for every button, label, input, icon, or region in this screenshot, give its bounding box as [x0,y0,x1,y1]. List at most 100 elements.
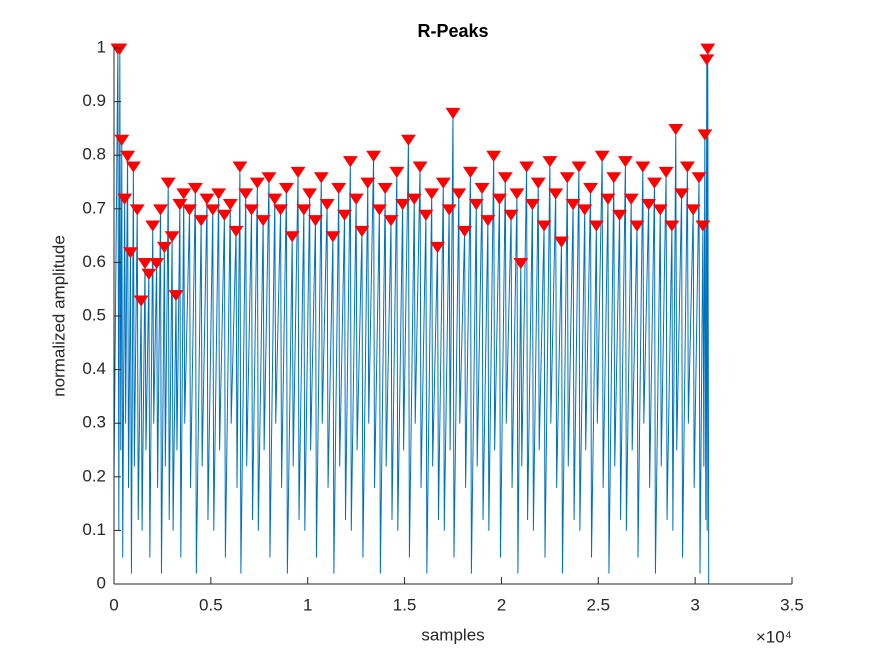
peak-marker [114,134,130,146]
peak-marker [524,199,540,211]
peak-marker [149,258,165,270]
peak-marker [606,172,622,184]
peak-marker [337,209,352,221]
peak-marker [395,199,411,211]
peak-marker [412,161,428,173]
peak-marker [199,193,215,205]
peak-marker [554,236,569,248]
peak-marker [577,204,593,216]
peak-markers [110,43,716,307]
peak-marker [695,220,711,232]
peak-marker [559,172,575,184]
peak-marker [571,161,587,173]
peak-marker [133,295,149,307]
peak-marker [685,204,701,216]
peak-marker [354,225,370,237]
peak-marker [480,215,496,227]
peak-marker [125,161,141,173]
peak-marker [519,161,535,173]
peak-marker [112,43,128,55]
peak-marker [668,124,684,136]
peak-marker [160,177,176,189]
peak-marker [205,204,221,216]
x-axis-label: samples [421,625,484,644]
peak-marker [629,220,645,232]
peak-marker [284,231,300,243]
x-tick-label: 1 [303,595,312,614]
peak-marker [565,199,581,211]
peak-marker [141,268,157,280]
peak-marker [228,225,244,237]
peak-marker [430,241,445,254]
peak-marker [193,215,209,227]
peak-marker [302,188,318,200]
signal-line [113,47,710,585]
peak-marker [486,150,502,162]
peak-marker [366,150,382,162]
peak-marker [424,188,440,200]
y-tick-label: 0.6 [82,252,106,271]
peak-marker [700,43,716,55]
peak-marker [182,204,197,216]
peak-marker [612,209,628,221]
y-tick-label: 0.9 [82,91,106,110]
y-tick-label: 1 [97,37,106,56]
peak-marker [623,193,639,205]
peak-marker [594,150,610,162]
peak-marker [164,231,180,243]
y-tick-label: 0.3 [82,413,106,432]
peak-marker [509,188,525,200]
peak-marker [418,209,434,221]
x-tick-label: 3.5 [780,595,804,614]
y-tick-label: 0.5 [82,305,106,324]
peak-marker [445,107,461,120]
peak-marker [255,215,271,227]
x-tick-label: 3 [690,595,699,614]
peak-marker [451,188,467,200]
peak-marker [267,193,283,205]
peak-marker [342,156,358,168]
peak-marker [308,215,323,227]
peak-marker [377,182,393,195]
peak-marker [153,204,168,216]
peak-marker [290,166,306,179]
peak-marker [120,150,135,162]
peak-marker [156,241,172,254]
peak-marker [588,220,604,232]
peak-marker [137,258,153,270]
peak-marker [401,134,416,146]
peak-marker [216,209,232,221]
peak-marker [617,156,633,168]
peak-marker [536,220,552,232]
peak-marker [168,290,184,302]
x-tick-label: 2 [497,595,506,614]
peak-marker [513,258,529,270]
peak-marker [664,220,680,232]
peak-marker [406,193,422,205]
peak-marker [548,188,564,200]
x-tick-label: 1.5 [393,595,417,614]
peak-marker [635,161,651,173]
peak-marker [296,204,312,216]
peak-marker [457,225,473,237]
peak-marker [600,193,616,205]
peak-marker [652,204,668,216]
peak-marker [542,156,558,168]
peak-marker [492,193,507,205]
peak-marker [647,177,662,189]
peak-marker [658,166,674,179]
peak-marker [674,188,690,200]
peak-marker [129,204,145,216]
peak-marker [145,220,161,232]
peak-marker [691,172,707,184]
x-exponent-label: ×10⁴ [756,627,792,646]
peak-marker [278,182,294,195]
peak-marker [123,247,138,259]
peak-marker [249,177,265,189]
peak-marker [699,54,715,66]
y-tick-label: 0.4 [82,359,106,378]
peak-marker [371,204,387,216]
peak-marker [679,161,695,173]
peak-marker [117,193,133,205]
